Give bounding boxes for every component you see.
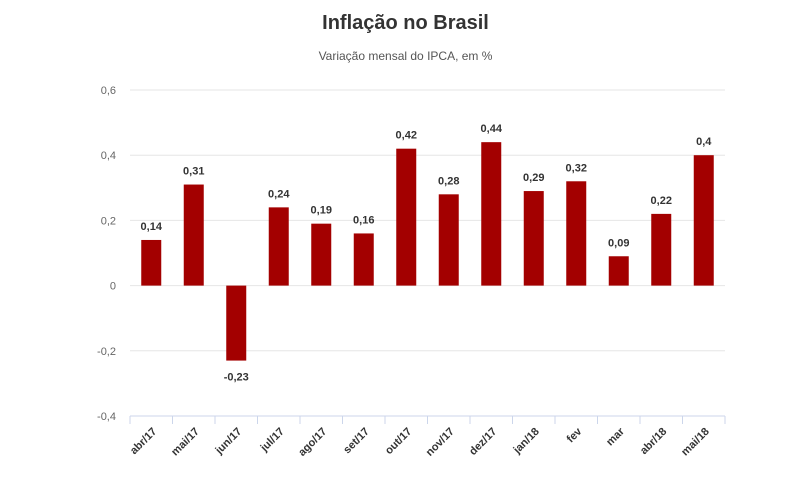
data-label: 0,28 xyxy=(438,175,459,187)
data-label: -0,23 xyxy=(224,372,249,384)
x-axis: abr/17 mai/17 jun/17 jul/17 ago/17 set/17 out/… xyxy=(128,415,726,459)
x-tick-label: ago/17 xyxy=(296,426,329,459)
y-tick-label: -0,2 xyxy=(97,346,116,358)
x-tick-label: mai/18 xyxy=(679,426,712,459)
y-axis-ticks: 0,6 0,4 0,2 0 -0,2 -0,4 xyxy=(97,85,116,423)
data-label: 0,24 xyxy=(268,188,290,200)
y-tick-label: 0,2 xyxy=(101,215,116,227)
data-label: 0,31 xyxy=(183,166,204,178)
data-label: 0,29 xyxy=(523,172,544,184)
x-tick-label: abr/18 xyxy=(638,426,669,457)
x-tick-label: mar xyxy=(604,425,627,448)
bar xyxy=(481,142,502,286)
data-label: 0,16 xyxy=(353,214,374,226)
data-label: 0,19 xyxy=(311,205,332,217)
data-label: 0,44 xyxy=(481,123,503,135)
y-tick-label: 0,4 xyxy=(101,150,116,162)
y-tick-label: -0,4 xyxy=(97,411,116,423)
data-label: 0,42 xyxy=(396,130,417,142)
data-label: 0,32 xyxy=(566,162,587,174)
x-tick-label: dez/17 xyxy=(467,426,499,458)
x-tick-label: fev xyxy=(565,425,585,445)
bar xyxy=(226,285,247,361)
chart-title: Inflação no Brasil xyxy=(322,12,489,34)
bar xyxy=(268,207,289,286)
data-label: 0,14 xyxy=(141,221,163,233)
x-tick-label: jul/17 xyxy=(258,426,287,455)
data-label: 0,22 xyxy=(651,195,672,207)
data-label: 0,4 xyxy=(696,136,712,148)
bar xyxy=(651,213,672,286)
x-tick-label: out/17 xyxy=(383,426,414,457)
chart-subtitle: Variação mensal do IPCA, em % xyxy=(318,49,493,63)
y-tick-label: 0 xyxy=(110,281,116,293)
bar xyxy=(396,148,417,286)
x-tick-label: mai/17 xyxy=(169,426,202,459)
bar xyxy=(523,191,544,286)
x-tick-label: set/17 xyxy=(341,426,372,457)
data-label: 0,09 xyxy=(608,237,629,249)
y-tick-label: 0,6 xyxy=(101,85,116,97)
x-tick-label: jan/18 xyxy=(511,426,542,457)
gridlines xyxy=(130,89,725,417)
bar xyxy=(353,233,374,286)
x-tick-label: abr/17 xyxy=(128,426,159,457)
bar xyxy=(141,239,162,286)
bar xyxy=(693,155,714,286)
x-tick-label: jun/17 xyxy=(213,426,245,458)
bars xyxy=(141,142,714,361)
bar xyxy=(566,181,587,286)
bar xyxy=(438,194,459,286)
x-tick-label: nov/17 xyxy=(424,426,457,459)
bar xyxy=(311,223,332,286)
bar xyxy=(608,256,629,286)
data-labels: 0,14 0,31 -0,23 0,24 0,19 0,16 0,42 0,28 0,44 0,2… xyxy=(141,123,713,383)
bar xyxy=(183,184,204,286)
